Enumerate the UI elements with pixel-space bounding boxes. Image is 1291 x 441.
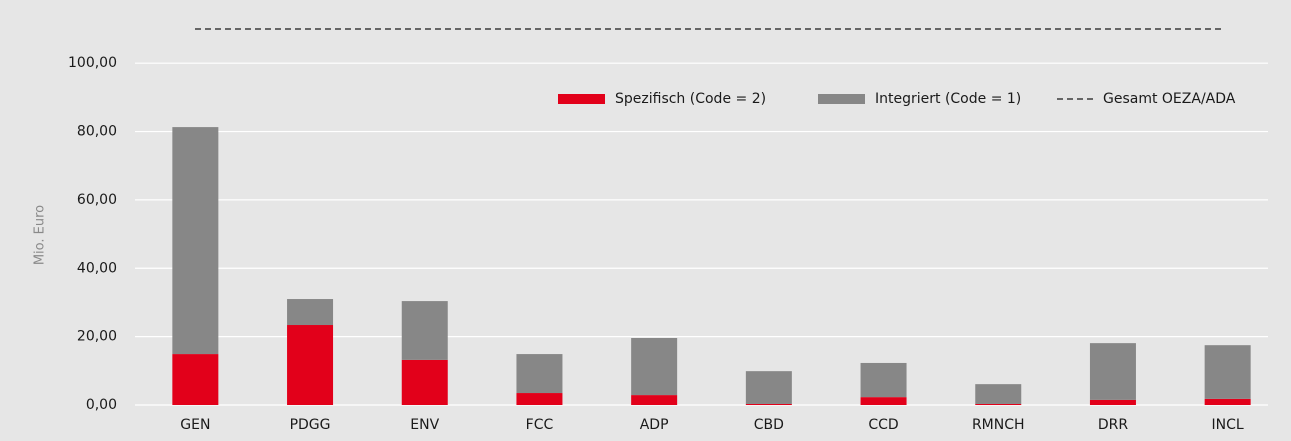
x-tick-label: ENV — [410, 417, 439, 433]
bar-segment — [516, 393, 563, 405]
x-tick-label: FCC — [526, 417, 554, 433]
y-tick-label: 0,00 — [86, 397, 117, 413]
bar-segment — [860, 362, 907, 398]
legend-swatch — [558, 94, 605, 104]
x-tick-label: PDGG — [290, 417, 331, 433]
y-tick-label: 60,00 — [77, 192, 117, 208]
bar-segment — [1089, 399, 1136, 405]
bar-segment — [975, 403, 1022, 405]
bar-segment — [287, 299, 334, 326]
bar-segment — [745, 371, 792, 404]
x-tick-label: DRR — [1098, 417, 1129, 433]
bar-segment — [172, 127, 219, 355]
bar-segment — [631, 395, 678, 405]
legend-label: Gesamt OEZA/ADA — [1103, 91, 1236, 107]
bar-segment — [287, 325, 334, 405]
bar-segment — [631, 338, 678, 396]
x-tick-label: INCL — [1212, 417, 1244, 433]
bar-segment — [172, 354, 219, 405]
bar-segment — [1089, 343, 1136, 400]
bar-segment — [1204, 398, 1251, 405]
y-tick-label: 40,00 — [77, 260, 117, 276]
bar-segment — [975, 384, 1022, 404]
y-axis-label: Mio. Euro — [33, 205, 48, 265]
y-tick-label: 100,00 — [68, 55, 117, 71]
x-tick-label: ADP — [640, 417, 669, 433]
y-tick-label: 20,00 — [77, 329, 117, 345]
legend-swatch — [818, 94, 865, 104]
y-tick-label: 80,00 — [77, 124, 117, 140]
x-tick-label: CBD — [754, 417, 784, 433]
legend-label: Integriert (Code = 1) — [875, 91, 1021, 107]
bar-segment — [516, 354, 563, 394]
x-tick-label: GEN — [180, 417, 210, 433]
bar-segment — [1204, 345, 1251, 399]
bar-segment — [860, 397, 907, 405]
bar-segment — [745, 403, 792, 405]
x-tick-label: RMNCH — [972, 417, 1025, 433]
x-tick-label: CCD — [868, 417, 898, 433]
bar-segment — [401, 359, 448, 405]
legend-label: Spezifisch (Code = 2) — [615, 91, 766, 107]
bar-segment — [401, 301, 448, 360]
